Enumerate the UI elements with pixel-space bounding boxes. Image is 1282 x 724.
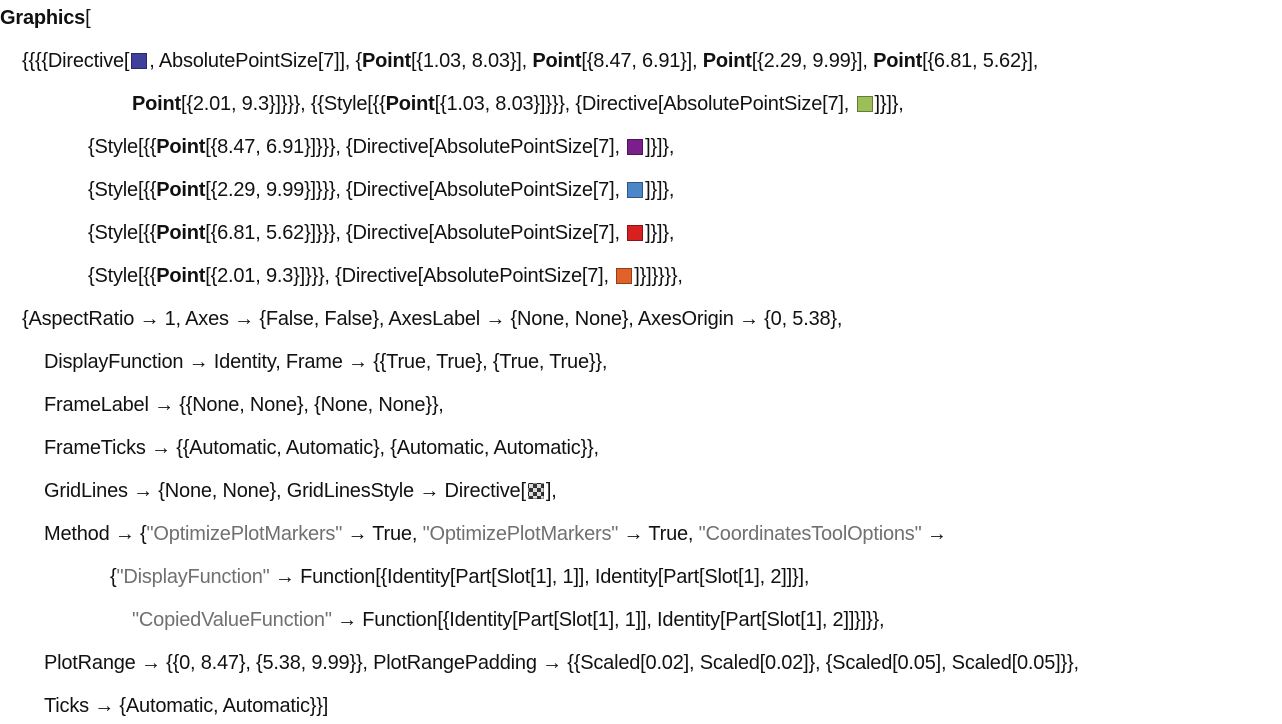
code-text: ]}]}, [645,222,675,244]
string: "OptimizePlotMarkers" [146,523,343,545]
code-text: {Style[{{ [88,222,157,244]
code-text: [{2.29, 9.99}], [751,50,874,72]
code-line: {AspectRatio → 1, Axes → {False, False},… [22,304,842,334]
code-text: [{6.81, 5.62}], [922,50,1039,72]
code-text: [{6.81, 5.62}]}}}, {Directive[AbsolutePo… [205,222,626,244]
code-line: {Style[{{Point[{2.01, 9.3}]}}}, {Directi… [88,261,683,291]
code-line: {{{{Directive[ , AbsolutePointSize[7]], {… [22,46,1038,76]
symbol: Point [156,179,206,201]
code-text: ], [545,480,557,502]
code-text: → True, [342,523,423,545]
string: "DisplayFunction" [116,566,270,588]
code-line: "CopiedValueFunction" → Function[{Identi… [132,605,885,635]
code-text: ]}]}, [645,136,675,158]
code-text: [{8.47, 6.91}], [581,50,703,72]
code-line: Point[{2.01, 9.3}]}}}, {{Style[{{Point[{… [132,89,904,119]
code-text: {{{{Directive[ [22,50,130,72]
code-text: PlotRange → {{0, 8.47}, {5.38, 9.99}}, P… [44,652,1079,674]
symbol: Point [532,50,582,72]
color-swatch [856,96,873,112]
symbol: Graphics [0,7,86,29]
code-text: , AbsolutePointSize[7]], { [149,50,363,72]
code-text: ]}]}, [874,93,904,115]
code-line: DisplayFunction → Identity, Frame → {{Tr… [44,347,607,377]
code-line: {"DisplayFunction" → Function[{Identity[… [110,562,809,592]
code-text: {AspectRatio → 1, Axes → {False, False},… [22,308,843,330]
code-text: {Style[{{ [88,179,157,201]
code-line: {Style[{{Point[{2.29, 9.99}]}}}, {Direct… [88,175,674,205]
code-text: [{2.29, 9.99}]}}}, {Directive[AbsolutePo… [205,179,626,201]
code-line: FrameTicks → {{Automatic, Automatic}, {A… [44,433,599,463]
color-swatch [627,139,644,155]
code-text: Method → { [44,523,147,545]
code-line: Method → {"OptimizePlotMarkers" → True, … [44,519,947,549]
code-text: FrameTicks → {{Automatic, Automatic}, {A… [44,437,599,459]
symbol: Point [702,50,752,72]
code-text: {Style[{{ [88,136,157,158]
code-text: { [110,566,117,588]
code-text: → Function[{Identity[Part[Slot[1], 1]], … [331,609,885,631]
code-text: [{1.03, 8.03}], [411,50,533,72]
string: "CoordinatesToolOptions" [698,523,922,545]
symbol: Point [156,136,206,158]
symbol: Point [385,93,435,115]
symbol: Point [362,50,412,72]
color-swatch [616,268,633,284]
code-line: {Style[{{Point[{8.47, 6.91}]}}}, {Direct… [88,132,674,162]
symbol: Point [132,93,181,115]
code-text: → Function[{Identity[Part[Slot[1], 1]], … [269,566,810,588]
code-text: → [921,523,947,545]
code-text: GridLines → {None, None}, GridLinesStyle… [44,480,526,502]
code-text: [{8.47, 6.91}]}}}, {Directive[AbsolutePo… [205,136,626,158]
symbol: Point [156,222,206,244]
string: "CopiedValueFunction" [132,609,332,631]
code-line: Ticks → {Automatic, Automatic}}] [44,691,328,721]
string: "OptimizePlotMarkers" [422,523,619,545]
color-swatch [627,225,644,241]
symbol: Point [156,265,206,287]
code-line: Graphics[ [0,3,91,33]
code-text: FrameLabel → {{None, None}, {None, None}… [44,394,444,416]
code-text: ]}]}, [645,179,675,201]
code-line: {Style[{{Point[{6.81, 5.62}]}}}, {Direct… [88,218,674,248]
code-text: Ticks → {Automatic, Automatic}}] [44,695,329,717]
code-text: {Style[{{ [88,265,157,287]
code-line: PlotRange → {{0, 8.47}, {5.38, 9.99}}, P… [44,648,1079,678]
code-line: FrameLabel → {{None, None}, {None, None}… [44,390,444,420]
color-swatch [131,53,148,69]
code-text: [ [85,7,91,29]
color-swatch [527,483,544,499]
code-text: ]}]}}}}, [634,265,683,287]
code-text: [{2.01, 9.3}]}}}, {Directive[AbsolutePoi… [205,265,615,287]
code-text: [{2.01, 9.3}]}}}, {{Style[{{ [181,93,386,115]
code-text: [{1.03, 8.03}]}}}, {Directive[AbsolutePo… [434,93,855,115]
code-line: GridLines → {None, None}, GridLinesStyle… [44,476,557,506]
code-text: → True, [618,523,699,545]
code-text: DisplayFunction → Identity, Frame → {{Tr… [44,351,608,373]
color-swatch [627,182,644,198]
symbol: Point [873,50,923,72]
